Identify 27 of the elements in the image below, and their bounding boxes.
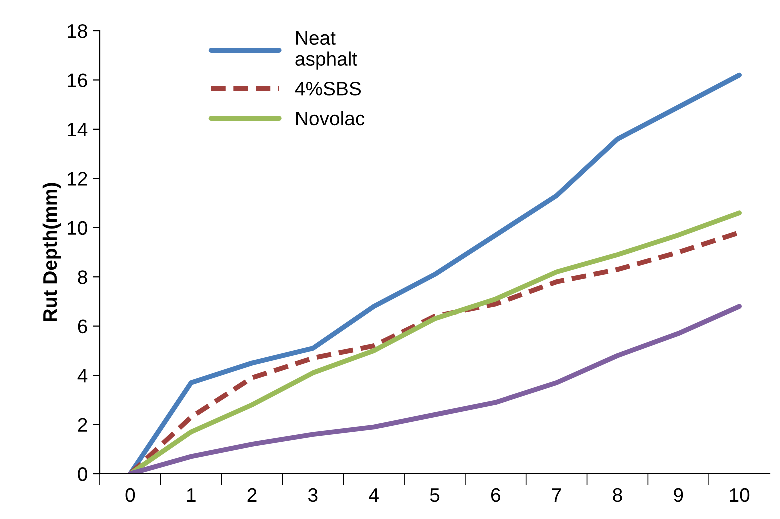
legend-label: Novolac xyxy=(296,111,365,126)
x-tick-label: 8 xyxy=(613,488,622,502)
y-axis-title: Rut Depth(mm) xyxy=(42,183,62,322)
y-tick-label: 16 xyxy=(68,74,88,88)
y-tick-label: 4 xyxy=(78,369,88,383)
x-tick-label: 4 xyxy=(369,488,379,502)
x-tick-label: 7 xyxy=(552,488,562,502)
x-tick-label: 2 xyxy=(248,488,257,502)
line-series xyxy=(128,304,742,474)
x-tick-label: 6 xyxy=(491,488,500,502)
x-tick-label: 5 xyxy=(430,488,440,502)
y-tick-label: 12 xyxy=(68,172,88,186)
x-tick-label: 9 xyxy=(674,488,684,502)
legend-label: Neat asphalt xyxy=(296,31,358,70)
y-tick-label: 0 xyxy=(78,467,88,482)
line-series xyxy=(128,72,742,474)
y-tick-label: 6 xyxy=(78,320,88,334)
y-tick-label: 2 xyxy=(78,418,88,432)
x-tick-label: 1 xyxy=(187,488,196,502)
x-tick-label: 10 xyxy=(730,488,750,502)
y-tick-label: 8 xyxy=(78,270,88,284)
x-tick-label: 0 xyxy=(126,488,136,502)
legend-label: 4%SBS xyxy=(295,82,362,96)
x-tick-label: 3 xyxy=(308,488,318,502)
y-tick-label: 10 xyxy=(68,221,88,236)
y-tick-label: 14 xyxy=(68,123,88,136)
y-tick-label: 18 xyxy=(68,24,88,38)
